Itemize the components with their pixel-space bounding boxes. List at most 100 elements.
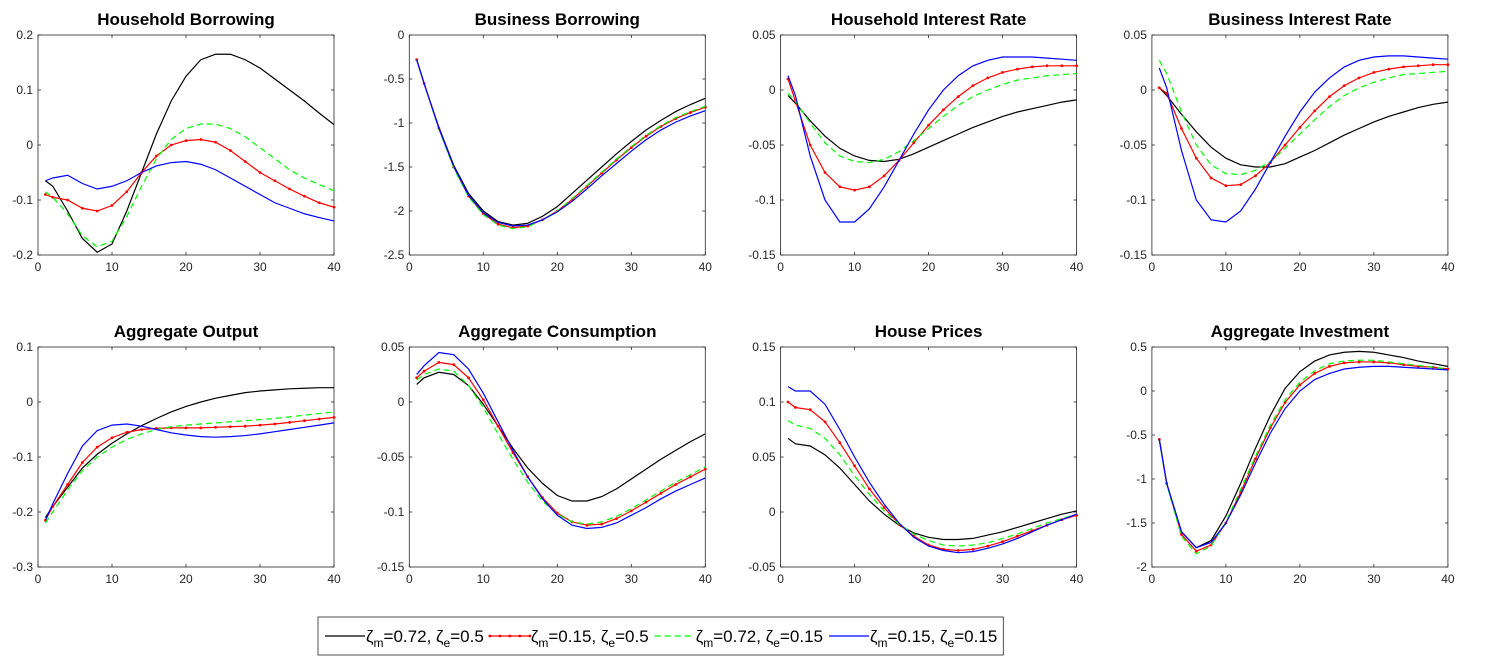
y-tick-label: -0.5 [1126,428,1147,442]
y-tick-label: 0.15 [752,340,776,354]
y-tick-label: -0.3 [12,560,33,574]
series-line [416,368,706,525]
series-marker [303,194,306,198]
y-tick-label: 0 [398,395,405,409]
y-tick-label: -1.5 [1126,516,1147,530]
y-tick-label: 0.05 [1124,28,1148,42]
y-tick-label: 0 [1140,384,1147,398]
series-marker [1254,457,1257,461]
axes-box [408,34,706,256]
y-tick-label: 0 [26,395,33,409]
series-marker [971,84,975,87]
series-marker [214,425,218,429]
series-marker [81,206,84,210]
subplot-title: Aggregate Consumption [458,322,656,341]
y-tick-label: 0 [1140,83,1147,97]
series-marker [659,491,663,495]
x-tick-label: 40 [1070,572,1084,586]
series-marker [1416,64,1420,68]
y-tick-label: 0.2 [16,28,33,42]
series-marker [140,428,144,431]
subplot-title: Aggregate Output [114,322,259,341]
legend-marker [508,634,512,638]
series-marker [44,193,47,196]
subplot-title: House Prices [875,322,983,341]
series-marker [986,544,990,548]
y-tick-label: 0.05 [381,340,405,354]
series-marker [942,108,945,112]
series-marker [786,400,790,404]
series-marker [229,149,232,152]
series-marker [808,408,812,412]
series-marker [243,424,247,428]
y-tick-label: 0.05 [752,450,776,464]
x-tick-label: 30 [253,260,267,274]
series-line [416,59,706,227]
series-marker [95,445,99,449]
x-tick-label: 40 [1441,572,1455,586]
y-tick-label: 0 [398,28,405,42]
y-tick-label: -2 [394,204,405,218]
series-marker [1431,63,1435,67]
series-marker [1387,67,1391,71]
x-tick-label: 30 [625,572,639,586]
series-line [1158,55,1448,223]
series-marker [1342,361,1346,365]
x-tick-label: 20 [1293,260,1307,274]
series-marker [1446,63,1450,67]
series-marker [66,198,69,202]
subplot: Aggregate Output 0 10 20 30 40 -0.3 -0.2 -0.1 0 0.… [12,322,341,586]
series-marker [229,425,232,429]
series-marker [912,141,916,145]
series-marker [1328,364,1331,368]
series-marker [838,185,842,189]
y-tick-label: -0.5 [384,72,405,86]
series-line [1158,359,1448,555]
y-tick-label: -1 [394,116,405,130]
series-marker [317,201,321,205]
x-tick-label: 40 [1070,260,1084,274]
series-marker [1298,383,1302,387]
series-marker [868,487,871,491]
y-tick-label: -0.15 [1120,248,1148,262]
y-tick-label: -0.1 [755,193,776,207]
series-marker [823,420,827,424]
x-tick-label: 10 [105,260,119,274]
x-tick-label: 30 [253,572,267,586]
series-line [787,72,1077,164]
series-line [44,387,334,518]
subplot: Household Interest Rate 0 10 20 30 40 -0.15 -0.… [748,10,1083,274]
series-marker [823,171,827,174]
axes-box [1151,346,1449,568]
series-marker [303,419,306,423]
series-marker [258,171,262,174]
x-tick-label: 20 [179,260,193,274]
x-tick-label: 20 [922,260,936,274]
subplot: Aggregate Investment 0 10 20 30 40 -2 -1.5 -1 -0.… [1126,322,1455,586]
series-line [787,437,1077,541]
x-tick-label: 10 [477,260,491,274]
y-tick-label: -0.2 [12,505,33,519]
y-tick-label: -0.1 [12,450,33,464]
y-tick-label: -0.2 [12,248,33,262]
series-line [45,160,335,222]
y-tick-label: 0.1 [16,83,33,97]
series-marker [838,441,842,445]
series-line [44,422,335,521]
axes-box [1151,34,1449,256]
series-marker [853,464,856,468]
subplot-title: Household Borrowing [97,10,275,29]
x-tick-label: 40 [1441,260,1455,274]
series-marker [986,76,990,80]
series-marker [1180,127,1183,130]
legend-marker [488,634,492,638]
axes-box [408,346,706,568]
series-line [45,123,335,248]
series-marker [1180,533,1183,536]
series-marker [288,420,291,424]
series-marker [467,376,470,380]
series-line [1158,365,1448,549]
series-marker [1194,549,1198,553]
